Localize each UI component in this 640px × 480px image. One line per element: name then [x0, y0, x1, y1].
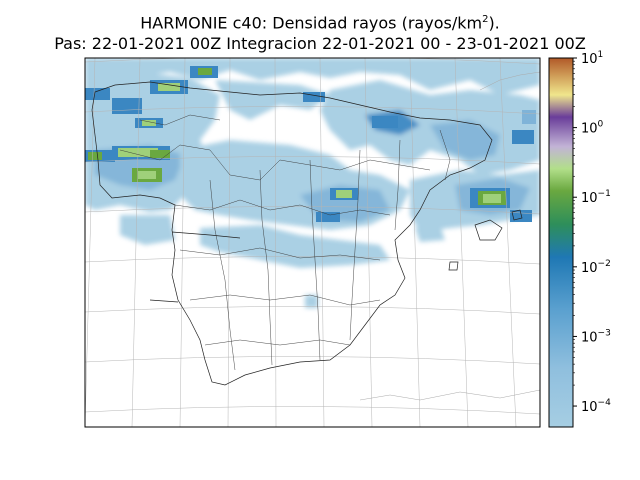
colorbar-tick-label: 101	[581, 50, 603, 67]
title-prefix: HARMONIE c40: Densidad rayos (rayos/km	[140, 13, 483, 33]
map-frame	[84, 57, 541, 428]
map-title-line1: HARMONIE c40: Densidad rayos (rayos/km2)…	[0, 10, 640, 33]
graticule	[85, 58, 540, 427]
neighbor-coast	[359, 71, 540, 401]
title-suffix: ).	[488, 13, 500, 33]
density-field	[85, 58, 540, 308]
colorbar-gradient	[548, 57, 574, 428]
colorbar-tick-label: 10−3	[581, 328, 611, 345]
colorbar-tick-label: 100	[581, 120, 604, 137]
admin-borders	[119, 114, 451, 371]
colorbar-tick-label: 10−2	[581, 259, 611, 276]
map-title-line2: Pas: 22-01-2021 00Z Integracion 22-01-20…	[54, 34, 586, 53]
colorbar-tick-label: 10−1	[581, 189, 611, 206]
colorbar-tick-label: 10−4	[581, 398, 611, 415]
colorbar-ticks: 101 100 10−1 10−2 10−3 10−4	[573, 50, 611, 415]
title-superscript: 2	[482, 14, 489, 25]
